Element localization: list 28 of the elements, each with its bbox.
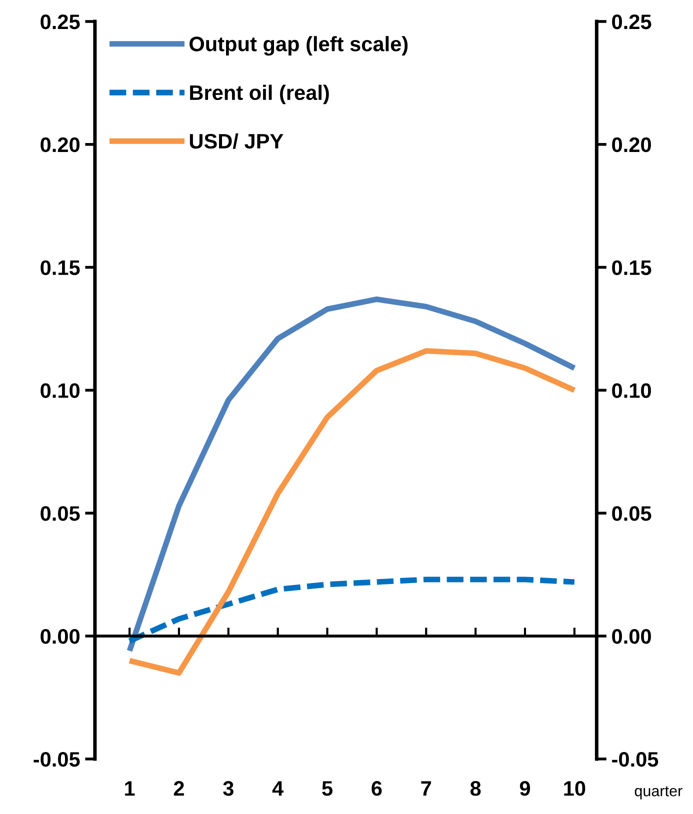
- y-tick-label: 0.05: [40, 506, 80, 521]
- x-tick-label: 6: [372, 781, 382, 796]
- x-tick-label: 9: [520, 781, 530, 796]
- x-tick-label: 2: [174, 781, 184, 796]
- x-tick-label: 5: [322, 781, 332, 796]
- x-tick-label: 8: [470, 781, 481, 796]
- y-tick-label: 0.00: [40, 629, 80, 644]
- legend-label: USD/ JPY: [190, 133, 284, 149]
- y2-tick-label: 0.10: [612, 383, 651, 398]
- y2-tick-label: 0.15: [612, 260, 652, 276]
- x-tick-label: 7: [421, 781, 432, 796]
- y-tick-label: 0.10: [40, 383, 80, 398]
- y2-tick-label: 0.00: [612, 629, 651, 644]
- x-tick-label: 1: [125, 781, 135, 796]
- y-tick-label: 0.20: [40, 137, 80, 152]
- x-tick-label: 4: [272, 781, 284, 796]
- y2-tick-label: 0.25: [612, 14, 652, 30]
- legend-label: Output gap (left scale): [190, 36, 408, 56]
- x-tick-label: 3: [223, 781, 234, 796]
- x-axis-title: quarter: [634, 786, 682, 800]
- y2-tick-label: -0.05: [612, 752, 658, 767]
- y2-tick-label: 0.05: [612, 506, 652, 521]
- y-tick-label: -0.05: [34, 752, 80, 767]
- y2-tick-label: 0.20: [612, 137, 651, 152]
- legend-label: Brent oil (real): [190, 84, 329, 104]
- x-tick-label: 10: [564, 781, 586, 796]
- y-tick-label: 0.15: [40, 260, 80, 276]
- y-tick-label: 0.25: [40, 14, 80, 30]
